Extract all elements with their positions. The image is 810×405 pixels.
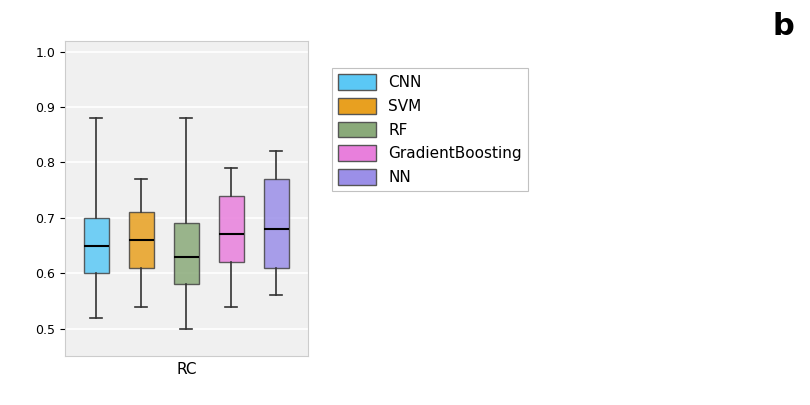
PathPatch shape [84,218,109,273]
Legend: CNN, SVM, RF, GradientBoosting, NN: CNN, SVM, RF, GradientBoosting, NN [331,68,528,191]
X-axis label: RC: RC [176,362,197,377]
PathPatch shape [174,224,198,284]
Text: b: b [772,12,794,41]
PathPatch shape [129,212,154,268]
PathPatch shape [219,196,244,262]
PathPatch shape [264,179,288,268]
